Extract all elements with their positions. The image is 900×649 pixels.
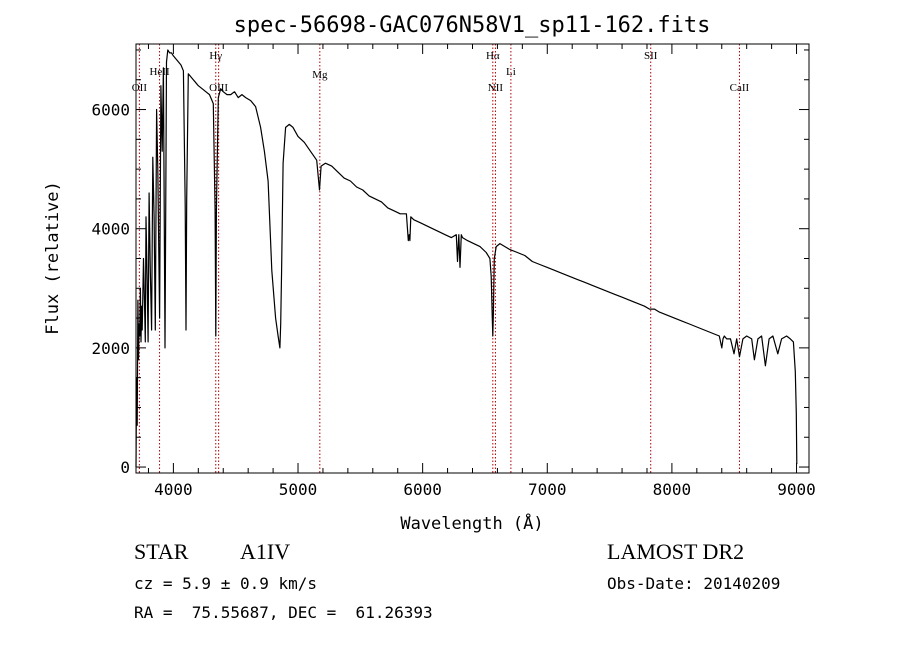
x-tick-label: 7000 bbox=[528, 480, 567, 499]
x-tick-label: 8000 bbox=[653, 480, 692, 499]
line-marker-label: Hγ bbox=[209, 50, 222, 62]
coordinates: RA = 75.55687, DEC = 61.26393 bbox=[134, 603, 433, 622]
y-tick-label: 4000 bbox=[91, 220, 130, 239]
line-marker-label: HeII bbox=[149, 66, 169, 78]
line-marker-label: SII bbox=[644, 50, 658, 62]
y-tick-label: 2000 bbox=[91, 339, 130, 358]
object-class: STAR bbox=[134, 539, 189, 564]
line-marker-label: Hα bbox=[486, 50, 500, 62]
survey-name: LAMOST DR2 bbox=[607, 539, 745, 564]
chart-title: spec-56698-GAC076N58V1_sp11-162.fits bbox=[234, 13, 711, 38]
line-marker-label: Mg bbox=[312, 69, 328, 81]
axis-ticks: 4000 5000 6000 7000 8000 9000 0 2000 4000 6000 bbox=[91, 44, 816, 499]
line-marker-label: NII bbox=[488, 82, 504, 94]
y-tick-label: 6000 bbox=[91, 101, 130, 120]
obs-date: Obs-Date: 20140209 bbox=[607, 574, 781, 593]
line-marker-label: OII bbox=[132, 82, 148, 94]
x-tick-label: 4000 bbox=[154, 480, 193, 499]
x-axis-label: Wavelength (Å) bbox=[400, 512, 543, 534]
line-marker-label: Li bbox=[506, 66, 516, 78]
line-marker-label: OIII bbox=[209, 82, 228, 94]
plot-frame bbox=[135, 43, 810, 474]
line-marker-label: CaII bbox=[730, 82, 750, 94]
y-axis-label: Flux (relative) bbox=[43, 181, 63, 335]
subclass: A1IV bbox=[240, 539, 291, 564]
x-tick-label: 6000 bbox=[403, 480, 442, 499]
cz-value: cz = 5.9 ± 0.9 km/s bbox=[134, 574, 318, 593]
x-tick-label: 9000 bbox=[777, 480, 816, 499]
spectrum-line bbox=[135, 49, 798, 468]
x-tick-label: 5000 bbox=[279, 480, 318, 499]
y-tick-label: 0 bbox=[120, 458, 130, 477]
spectrum-series bbox=[135, 49, 798, 468]
